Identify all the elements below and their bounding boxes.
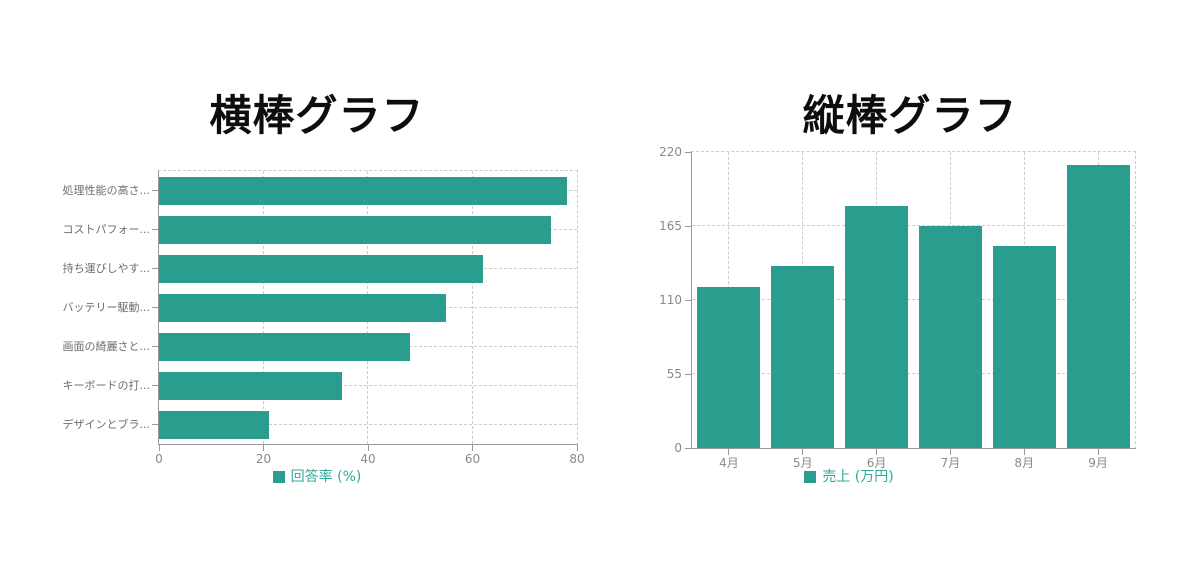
bar xyxy=(697,286,761,448)
y-gridline xyxy=(692,225,1135,226)
y-axis-tick xyxy=(685,151,691,153)
category-label: 7月 xyxy=(940,456,961,470)
category-label: 画面の綺麗さと... xyxy=(62,339,151,353)
category-gridline xyxy=(159,424,577,425)
vertical-bar-chart-plot: 0 55 110 165 220 4月 5月 6月 7月 8月 9月 xyxy=(659,145,1136,470)
y-tick-label: 110 xyxy=(659,293,682,307)
horizontal-bar-chart-plot: 0 20 40 60 80 処理性能の高さ... コストパフォー... 持ち運びしやす... バ… xyxy=(63,170,585,466)
category-label: キーボードの打... xyxy=(62,378,151,392)
y-tick-label: 55 xyxy=(666,367,682,381)
category-label: 処理性能の高さ... xyxy=(62,183,151,197)
category-axis-tick xyxy=(949,449,951,455)
x-axis-tick xyxy=(472,445,473,451)
bar xyxy=(159,215,551,244)
category-axis-tick xyxy=(1023,449,1025,455)
y-axis-tick xyxy=(685,225,691,227)
category-label: 9月 xyxy=(1088,456,1108,470)
category-axis-tick xyxy=(152,385,158,386)
y-axis-tick xyxy=(685,373,691,375)
y-tick-label: 165 xyxy=(659,219,682,233)
category-gridline xyxy=(159,385,577,386)
category-axis-tick xyxy=(152,229,158,230)
bar xyxy=(845,205,909,448)
category-axis-tick xyxy=(152,268,158,269)
category-label: 4月 xyxy=(719,456,739,470)
category-axis-tick xyxy=(152,190,158,191)
x-axis-tick xyxy=(576,445,578,451)
bar xyxy=(992,246,1056,448)
bar xyxy=(771,266,835,448)
category-axis-tick xyxy=(802,449,804,455)
category-label: 8月 xyxy=(1014,456,1035,470)
x-axis-tick xyxy=(158,445,160,451)
hbar-legend: 回答率 (%) xyxy=(0,470,634,484)
category-axis-tick xyxy=(876,449,878,455)
x-tick-label: 80 xyxy=(569,452,585,466)
category-axis-tick xyxy=(152,346,158,347)
category-axis-tick xyxy=(728,449,730,455)
bar xyxy=(159,176,567,205)
x-axis-tick xyxy=(263,445,264,451)
x-tick-label: 20 xyxy=(255,452,272,466)
hbar-chart-title: 横棒グラフ xyxy=(209,91,425,141)
y-gridline xyxy=(692,299,1135,300)
x-tick-label: 60 xyxy=(464,452,481,466)
vbar-legend: 売上 (万円) xyxy=(549,470,1149,484)
y-gridline xyxy=(692,373,1135,374)
bar xyxy=(159,332,410,361)
x-axis-tick xyxy=(367,445,369,451)
category-label: 6月 xyxy=(866,456,887,470)
category-label: 5月 xyxy=(792,456,813,470)
vbar-legend-swatch xyxy=(804,471,817,483)
bar xyxy=(159,410,269,439)
category-axis-tick xyxy=(1097,449,1099,455)
category-label: コストパフォー... xyxy=(62,222,151,236)
category-label: デザインとブラ... xyxy=(62,417,151,431)
y-tick-label: 220 xyxy=(659,145,682,159)
bar xyxy=(159,371,342,400)
y-tick-label: 0 xyxy=(674,441,682,455)
bar xyxy=(159,293,447,322)
hbar-legend-label: 回答率 (%) xyxy=(290,469,362,485)
bar xyxy=(1066,165,1130,448)
category-label: バッテリー駆動... xyxy=(62,300,151,314)
y-axis-tick xyxy=(685,299,691,301)
vbar-chart-title: 縦棒グラフ xyxy=(802,91,1018,141)
bar xyxy=(159,254,483,283)
category-label: 持ち運びしやす... xyxy=(62,261,150,275)
x-tick-label: 0 xyxy=(155,452,163,466)
bar xyxy=(918,226,982,448)
category-axis-tick xyxy=(152,424,158,425)
hbar-legend-swatch xyxy=(272,471,285,483)
y-axis-tick xyxy=(685,447,691,449)
x-tick-label: 40 xyxy=(360,452,376,466)
category-axis-tick xyxy=(152,307,158,308)
vbar-legend-label: 売上 (万円) xyxy=(822,469,894,485)
